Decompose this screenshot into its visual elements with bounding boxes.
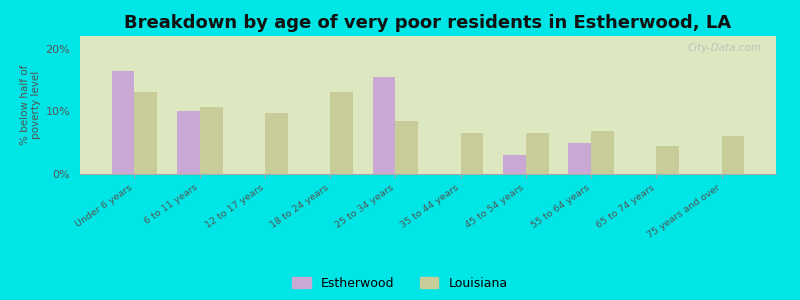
Text: City-Data.com: City-Data.com — [688, 43, 762, 53]
Bar — [177, 111, 200, 174]
Bar — [112, 70, 134, 174]
Bar — [265, 112, 288, 174]
Bar — [330, 92, 353, 174]
Bar — [395, 121, 418, 174]
Bar — [722, 136, 744, 174]
Bar — [591, 131, 614, 174]
Y-axis label: % below half of
poverty level: % below half of poverty level — [20, 65, 42, 145]
Bar — [503, 155, 526, 174]
Title: Breakdown by age of very poor residents in Estherwood, LA: Breakdown by age of very poor residents … — [125, 14, 731, 32]
Bar — [200, 107, 222, 174]
Legend: Estherwood, Louisiana: Estherwood, Louisiana — [289, 273, 511, 294]
Bar — [526, 133, 549, 174]
Bar — [656, 146, 679, 174]
Bar — [373, 77, 395, 174]
Bar — [134, 92, 158, 174]
Bar — [461, 133, 483, 174]
Bar — [568, 142, 591, 174]
